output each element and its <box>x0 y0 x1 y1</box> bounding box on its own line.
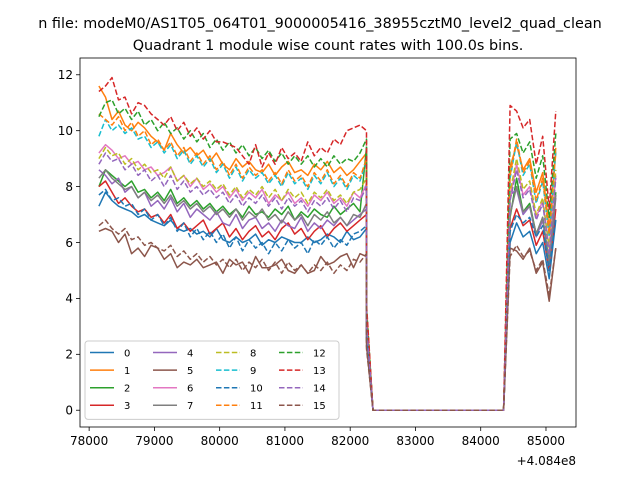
x-tick-label: 83000 <box>396 434 434 448</box>
legend-label-0: 0 <box>124 348 130 359</box>
legend-label-11: 11 <box>250 401 263 412</box>
series-layer <box>98 76 557 411</box>
x-tick-label: 85000 <box>527 434 565 448</box>
y-tick-label: 0 <box>65 404 73 418</box>
legend-label-5: 5 <box>187 366 193 377</box>
x-tick-label: 80000 <box>201 434 239 448</box>
y-tick-label: 12 <box>58 68 73 82</box>
x-tick-label: 82000 <box>331 434 369 448</box>
legend-label-6: 6 <box>187 384 193 395</box>
legend-label-12: 12 <box>313 348 326 359</box>
y-tick-label: 10 <box>58 124 73 138</box>
x-tick-label: 84000 <box>462 434 500 448</box>
legend-label-9: 9 <box>250 366 256 377</box>
legend-label-14: 14 <box>313 384 326 395</box>
chart-title: Quadrant 1 module wise count rates with … <box>133 38 524 54</box>
x-axis-offset-label: +4.084e8 <box>517 454 576 468</box>
y-tick-label: 8 <box>65 180 73 194</box>
legend-box <box>84 340 340 420</box>
legend-label-3: 3 <box>124 401 130 412</box>
legend-label-7: 7 <box>187 401 193 412</box>
legend-label-13: 13 <box>313 366 326 377</box>
legend-label-8: 8 <box>250 348 256 359</box>
legend-label-1: 1 <box>124 366 130 377</box>
legend-label-10: 10 <box>250 384 263 395</box>
y-axis: 0 2 4 6 8 10 12 <box>58 68 80 418</box>
y-tick-label: 6 <box>65 236 73 250</box>
y-tick-label: 4 <box>65 292 73 306</box>
x-axis: 78000 79000 80000 81000 82000 83000 84000 85000 <box>70 427 565 448</box>
series-line-15 <box>98 219 557 411</box>
legend-label-2: 2 <box>124 384 130 395</box>
legend-label-15: 15 <box>313 401 326 412</box>
x-tick-label: 78000 <box>70 434 108 448</box>
x-tick-label: 79000 <box>135 434 173 448</box>
y-tick-label: 2 <box>65 348 73 362</box>
chart-suptitle: n file: modeM0/AS1T05_064T01_9000005416_… <box>38 16 602 32</box>
x-tick-label: 81000 <box>266 434 304 448</box>
legend-label-4: 4 <box>187 348 193 359</box>
